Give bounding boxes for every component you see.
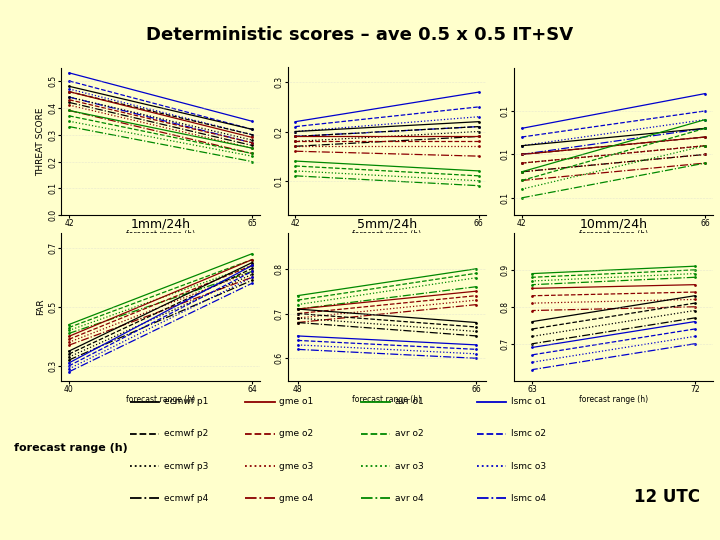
X-axis label: forecast range (h): forecast range (h) — [352, 395, 422, 404]
X-axis label: forecast range (h): forecast range (h) — [126, 395, 195, 404]
Text: 5mm/24h: 5mm/24h — [357, 218, 417, 231]
Text: ecmwf p4: ecmwf p4 — [163, 494, 208, 503]
Text: Deterministic scores – ave 0.5 x 0.5 IT+SV: Deterministic scores – ave 0.5 x 0.5 IT+… — [146, 26, 574, 44]
Text: gme o2: gme o2 — [279, 429, 313, 438]
Text: avr o4: avr o4 — [395, 494, 423, 503]
Text: ecmwf p1: ecmwf p1 — [163, 397, 208, 407]
X-axis label: forecast range (h): forecast range (h) — [579, 230, 648, 239]
Text: lsmc o4: lsmc o4 — [510, 494, 546, 503]
Y-axis label: FAR: FAR — [36, 299, 45, 315]
Text: lsmc o3: lsmc o3 — [510, 462, 546, 470]
Text: lsmc o2: lsmc o2 — [510, 429, 546, 438]
Text: 1mm/24h: 1mm/24h — [130, 218, 191, 231]
Text: lsmc o1: lsmc o1 — [510, 397, 546, 407]
Text: forecast range (h): forecast range (h) — [14, 443, 128, 453]
Text: avr o1: avr o1 — [395, 397, 423, 407]
X-axis label: forecast range (h): forecast range (h) — [352, 230, 422, 239]
Y-axis label: THREAT SCORE: THREAT SCORE — [36, 107, 45, 176]
Text: 12 UTC: 12 UTC — [634, 488, 700, 506]
Text: avr o3: avr o3 — [395, 462, 423, 470]
X-axis label: forecast range (h): forecast range (h) — [579, 395, 648, 404]
X-axis label: forecast range (h): forecast range (h) — [126, 230, 195, 239]
Text: gme o3: gme o3 — [279, 462, 313, 470]
Text: ecmwf p3: ecmwf p3 — [163, 462, 208, 470]
Text: avr o2: avr o2 — [395, 429, 423, 438]
Text: ecmwf p2: ecmwf p2 — [163, 429, 208, 438]
Text: gme o4: gme o4 — [279, 494, 313, 503]
Text: gme o1: gme o1 — [279, 397, 313, 407]
Text: 10mm/24h: 10mm/24h — [580, 218, 647, 231]
